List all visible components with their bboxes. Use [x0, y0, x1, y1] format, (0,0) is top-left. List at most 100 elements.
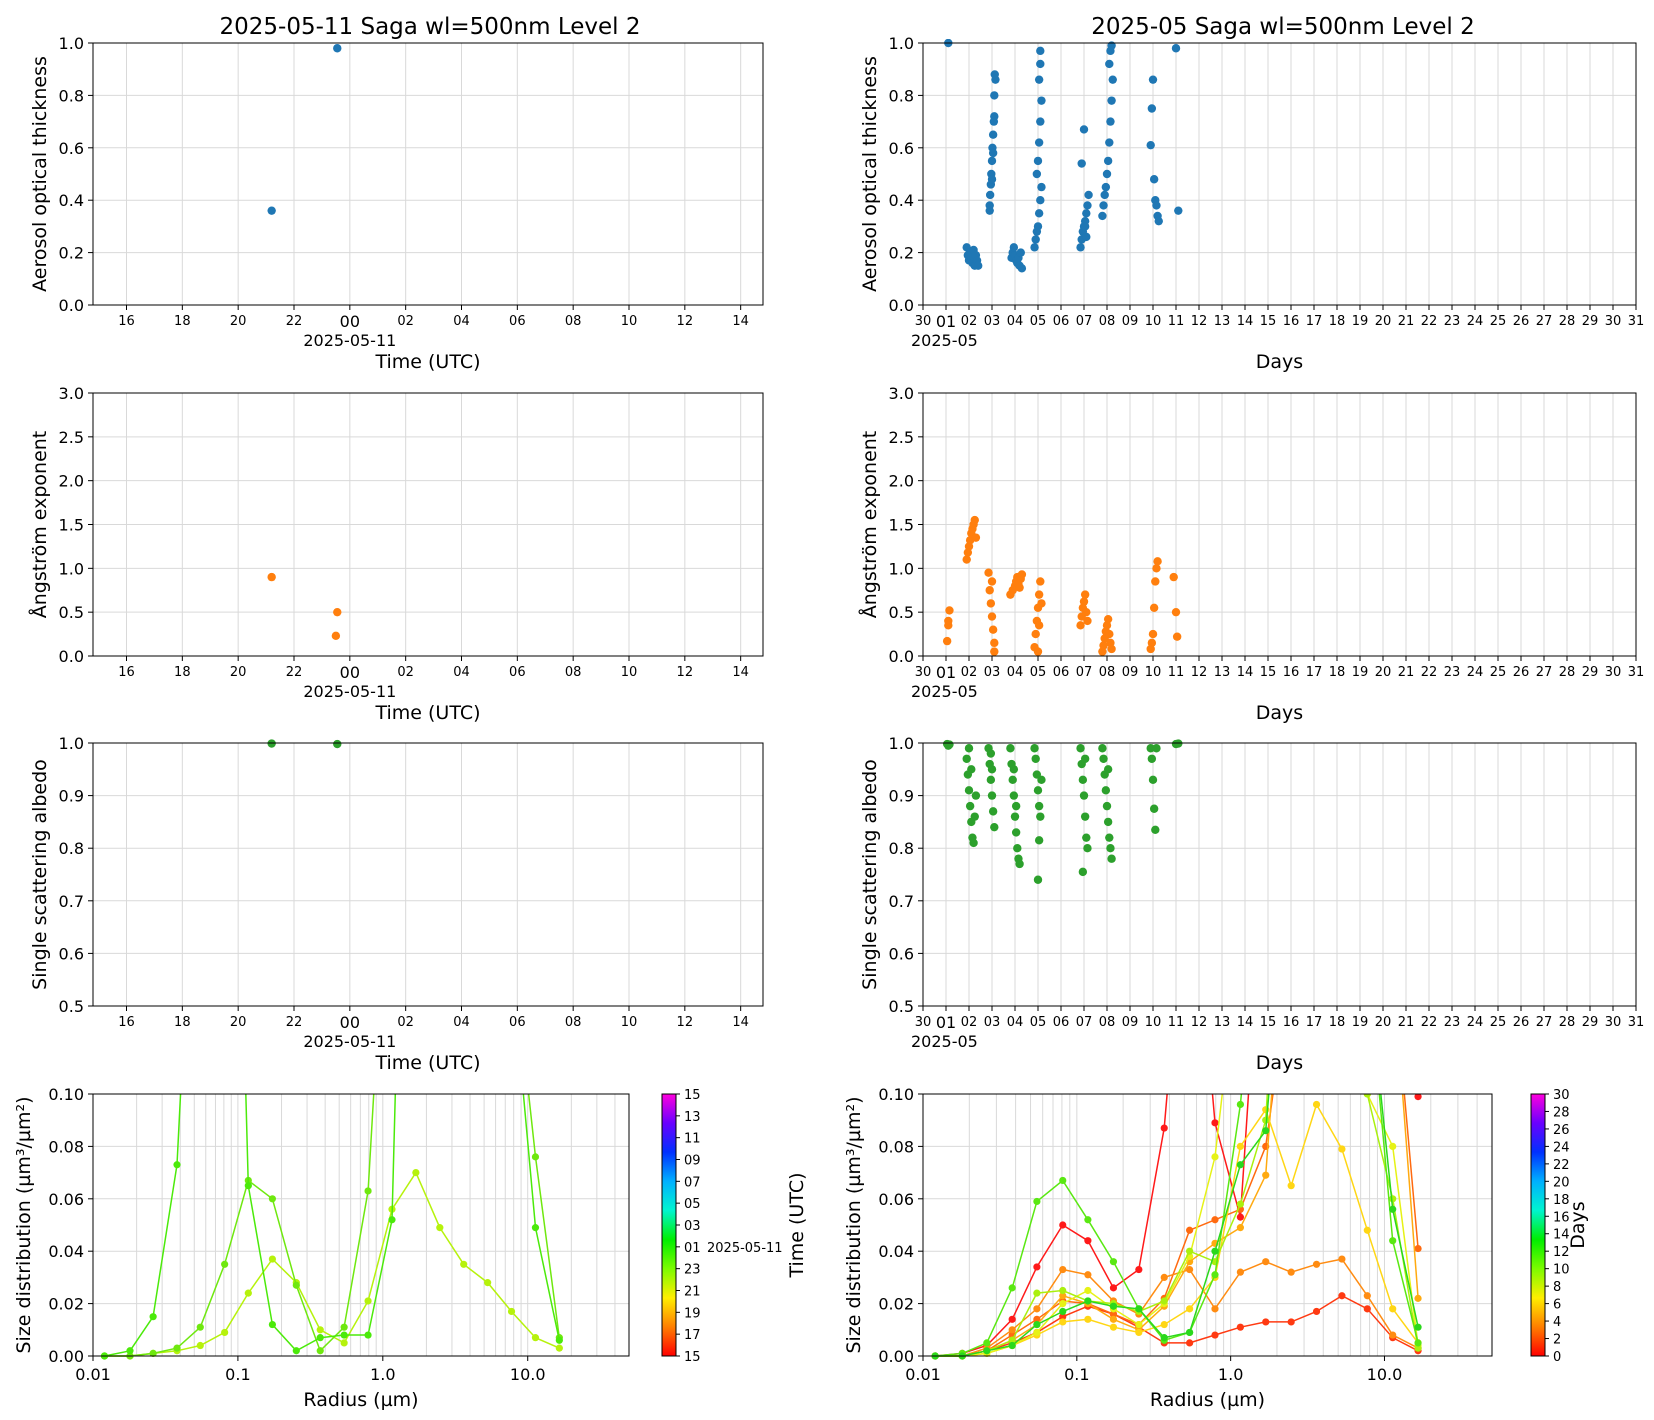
series-point	[1059, 1307, 1067, 1316]
x-tick-label: 21	[1398, 1015, 1415, 1030]
colorbar-bar	[661, 1093, 677, 1357]
data-point	[1034, 621, 1044, 630]
data-point	[1032, 169, 1042, 179]
y-tick-label: 1.0	[889, 34, 914, 53]
data-point	[333, 44, 342, 53]
series-line	[935, 1094, 1419, 1357]
y-tick-label: 0.9	[59, 787, 84, 806]
series-point	[1135, 1265, 1143, 1274]
x-tick-label: 04	[1007, 314, 1024, 329]
series-point	[316, 1334, 324, 1342]
series-point	[1059, 1313, 1067, 1321]
series-point	[316, 1326, 324, 1334]
data-point	[987, 577, 997, 586]
data-point	[1006, 744, 1015, 753]
colorbar-tick-label: 16	[1553, 1210, 1570, 1225]
x-tick-label: 03	[984, 1015, 1001, 1030]
data-point	[987, 175, 997, 184]
data-point	[965, 801, 975, 811]
series-point	[1363, 1305, 1371, 1313]
data-point	[987, 612, 997, 621]
x-tick-label: 1.0	[370, 1365, 395, 1384]
x-tick-label: 0.01	[905, 1365, 941, 1384]
data-point	[1098, 744, 1107, 753]
x-tick-label: 10	[1145, 665, 1162, 680]
series-point	[173, 1161, 181, 1169]
series-group	[931, 959, 1422, 1360]
x-tick-label: 04	[453, 314, 470, 329]
y-axis-label: Size distribution (µm³/µm²)	[13, 1096, 35, 1353]
data-point	[333, 607, 342, 617]
series-point	[1135, 1305, 1143, 1313]
colorbar-tick-label: 21	[684, 1285, 701, 1300]
series-point	[1389, 1331, 1397, 1339]
series-point	[1338, 1255, 1346, 1263]
x-tick-label: 05	[1030, 314, 1047, 329]
data-point	[1082, 833, 1091, 842]
y-tick-label: 0.0	[889, 296, 914, 315]
y-tick-label: 0.6	[889, 139, 914, 158]
y-tick-label: 0.8	[889, 839, 914, 858]
series-point	[1414, 1244, 1422, 1253]
series-point	[244, 1289, 252, 1297]
series-point	[1211, 1331, 1219, 1339]
data-point	[1037, 96, 1046, 105]
x-tick-label: 13	[1214, 314, 1231, 329]
data-point	[1015, 859, 1024, 869]
series-point	[196, 1341, 204, 1350]
y-tick-label: 0.2	[889, 244, 914, 263]
x-tick-label: 02	[961, 1015, 978, 1030]
series-point	[1109, 1323, 1118, 1331]
series-point	[364, 1331, 372, 1339]
x-tick-label: 02	[961, 314, 978, 329]
data-point	[984, 568, 993, 577]
x-tick-label: 11	[1168, 665, 1185, 680]
colorbar-tick-label: 22	[1553, 1158, 1570, 1173]
y-tick-label: 0.5	[889, 603, 914, 622]
y-tick-label: 1.0	[889, 734, 914, 753]
colorbar-tick-label: 19	[684, 1306, 701, 1321]
x-tick-label: 14	[1237, 314, 1254, 329]
x-tick-label: 12	[677, 1015, 694, 1030]
data-point	[991, 75, 1000, 84]
x-tick-label: 12	[677, 314, 694, 329]
axes-frame	[922, 742, 1637, 1007]
colorbar-label: Days	[1567, 1201, 1589, 1248]
data-point	[1080, 590, 1090, 599]
series-line	[104, 1094, 561, 1357]
data-point	[964, 744, 974, 753]
data-point	[1099, 754, 1108, 763]
x-tick-label: 12	[1191, 665, 1208, 680]
series-point	[1160, 1273, 1168, 1281]
series-point	[1109, 1302, 1118, 1310]
y-tick-label: 0.08	[48, 1137, 84, 1156]
series-point	[1059, 1176, 1067, 1185]
y-tick-label: 0.7	[59, 892, 84, 911]
data-point	[1080, 812, 1090, 821]
series-point	[1389, 959, 1396, 966]
left-title: 2025-05-11 Saga wl=500nm Level 2	[220, 14, 641, 40]
series-point	[1211, 1216, 1219, 1224]
data-point	[1099, 201, 1108, 210]
series-point	[1033, 1305, 1041, 1313]
colorbar-tick-label: 18	[1553, 1193, 1570, 1208]
data-point	[1148, 629, 1158, 639]
data-point	[987, 791, 997, 800]
series-point	[149, 1313, 157, 1321]
axes-frame	[922, 42, 1637, 306]
x-tick-label: 01	[936, 663, 956, 682]
data-point	[1078, 867, 1088, 877]
data-point	[1172, 632, 1182, 641]
colorbar-tick-label: 09	[684, 1154, 701, 1169]
series-point	[1236, 1224, 1244, 1232]
x-offset-label: 2025-05-11	[303, 1032, 396, 1051]
data-point	[1151, 577, 1160, 586]
series-point	[1033, 1263, 1041, 1271]
data-point	[1103, 817, 1113, 827]
x-tick-label: 20	[1375, 1015, 1392, 1030]
x-tick-label: 27	[1536, 1015, 1553, 1030]
y-tick-label: 0.6	[889, 944, 914, 963]
x-tick-label: 1.0	[1218, 1365, 1243, 1384]
y-axis-label: Ångström exponent	[858, 431, 881, 619]
